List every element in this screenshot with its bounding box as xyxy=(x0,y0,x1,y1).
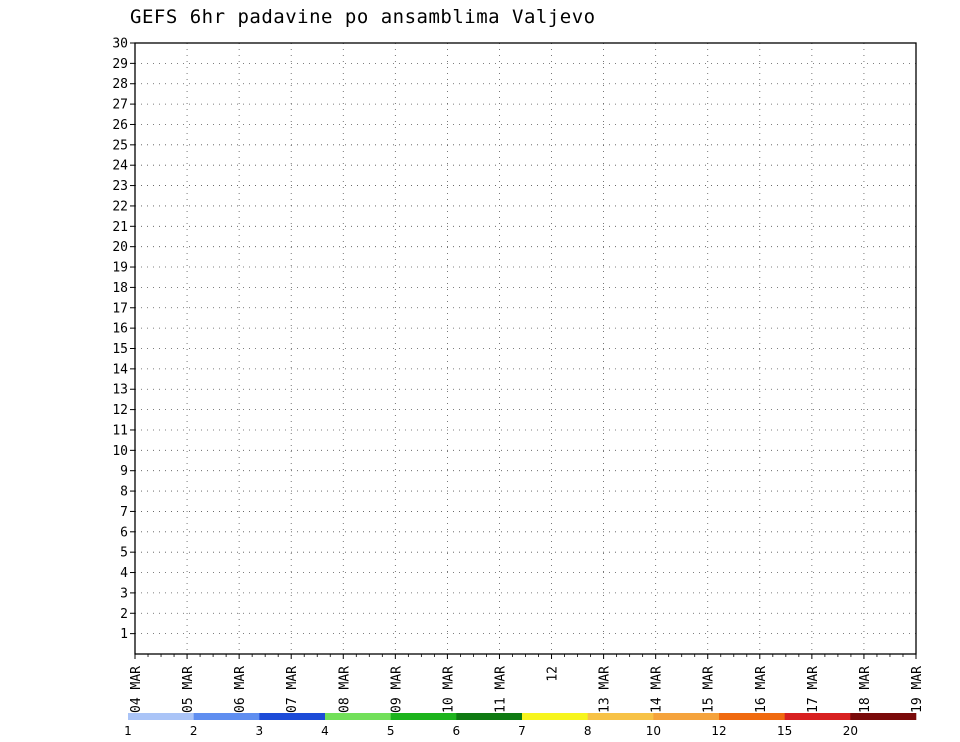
grid-layer xyxy=(135,43,916,654)
y-tick-label: 3 xyxy=(120,586,128,601)
y-tick-label: 11 xyxy=(112,423,128,438)
y-tick-label: 12 xyxy=(112,403,128,418)
x-tick-label: 19 MAR xyxy=(910,666,925,713)
y-tick-label: 15 xyxy=(112,342,128,357)
axes-layer: 1234567891011121314151617181920212223242… xyxy=(112,37,925,713)
y-tick-label: 5 xyxy=(120,546,128,561)
chart-title: GEFS 6hr padavine po ansamblima Valjevo xyxy=(130,6,596,28)
colorbar-label: 20 xyxy=(843,724,858,738)
x-tick-label: 14 MAR xyxy=(650,666,665,713)
x-tick-label: 08 MAR xyxy=(337,666,352,713)
colorbar-label: 7 xyxy=(518,724,526,738)
y-tick-label: 19 xyxy=(112,261,128,276)
y-tick-label: 29 xyxy=(112,57,128,72)
y-tick-label: 14 xyxy=(112,362,128,377)
colorbar-swatch xyxy=(456,713,523,720)
colorbar-label: 10 xyxy=(646,724,661,738)
x-tick-label: 06 MAR xyxy=(233,666,248,713)
y-tick-label: 17 xyxy=(112,301,128,316)
y-tick-label: 18 xyxy=(112,281,128,296)
colorbar-label: 2 xyxy=(190,724,198,738)
colorbar-label: 6 xyxy=(453,724,461,738)
x-tick-label: 16 MAR xyxy=(754,666,769,713)
y-tick-label: 10 xyxy=(112,444,128,459)
y-tick-label: 16 xyxy=(112,322,128,337)
colorbar-swatch xyxy=(193,713,260,720)
colorbar-swatch xyxy=(325,713,391,720)
x-tick-label: 09 MAR xyxy=(389,666,404,713)
y-tick-label: 7 xyxy=(120,505,128,520)
x-tick-label: 18 MAR xyxy=(858,666,873,713)
colorbar-swatch xyxy=(522,713,588,720)
colorbar-label: 8 xyxy=(584,724,592,738)
y-tick-label: 4 xyxy=(120,566,128,581)
y-tick-label: 30 xyxy=(112,37,128,52)
colorbar-swatch xyxy=(719,713,785,720)
x-tick-label: 07 MAR xyxy=(285,666,300,713)
colorbar-label: 1 xyxy=(124,724,132,738)
colorbar-swatch xyxy=(784,713,851,720)
x-tick-label: 17 MAR xyxy=(806,666,821,713)
colorbar-swatch xyxy=(390,713,457,720)
y-tick-label: 8 xyxy=(120,485,128,500)
y-tick-label: 28 xyxy=(112,77,128,92)
y-tick-label: 2 xyxy=(120,607,128,622)
x-tick-label: 04 MAR xyxy=(129,666,144,713)
x-tick-label: 11 MAR xyxy=(493,666,508,713)
y-tick-label: 27 xyxy=(112,98,128,113)
x-tick-label: 13 MAR xyxy=(598,666,613,713)
y-tick-label: 26 xyxy=(112,118,128,133)
x-tick-label: 05 MAR xyxy=(181,666,196,713)
y-tick-label: 23 xyxy=(112,179,128,194)
colorbar-label: 3 xyxy=(256,724,264,738)
y-tick-label: 22 xyxy=(112,199,128,214)
colorbar-label: 12 xyxy=(711,724,726,738)
x-tick-label: 10 MAR xyxy=(441,666,456,713)
y-tick-label: 20 xyxy=(112,240,128,255)
colorbar-swatch xyxy=(653,713,720,720)
colorbar-swatch xyxy=(259,713,326,720)
y-tick-label: 21 xyxy=(112,220,128,235)
y-tick-label: 9 xyxy=(120,464,128,479)
y-tick-label: 6 xyxy=(120,525,128,540)
colorbar-label: 4 xyxy=(321,724,329,738)
y-tick-label: 1 xyxy=(120,627,128,642)
colorbar-swatch xyxy=(587,713,654,720)
colorbar-label: 5 xyxy=(387,724,395,738)
y-tick-label: 24 xyxy=(112,159,128,174)
x-tick-label: 12 xyxy=(546,666,561,682)
colorbar: 1 2 3 4 5 6 7 8 10 12 15 20 xyxy=(124,713,917,738)
y-tick-label: 13 xyxy=(112,383,128,398)
colorbar-swatch xyxy=(850,713,917,720)
x-tick-label: 15 MAR xyxy=(702,666,717,713)
y-tick-label: 25 xyxy=(112,138,128,153)
colorbar-label: 15 xyxy=(777,724,792,738)
colorbar-swatch xyxy=(128,713,194,720)
